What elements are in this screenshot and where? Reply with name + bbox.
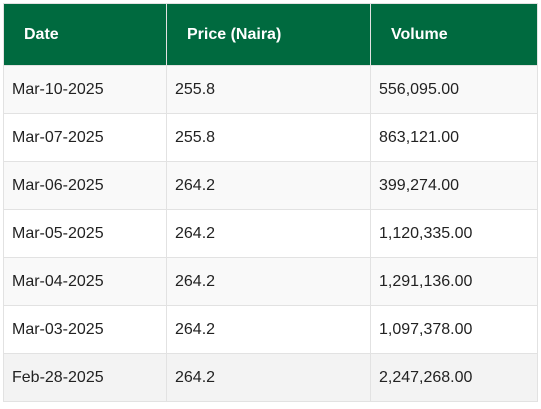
cell-date: Mar-03-2025 (3, 305, 167, 354)
table-row: Mar-05-2025 264.2 1,120,335.00 (3, 209, 538, 258)
cell-price: 255.8 (166, 113, 371, 162)
cell-date: Mar-07-2025 (3, 113, 167, 162)
table-row: Feb-28-2025 264.2 2,247,268.00 (3, 353, 538, 402)
table-row: Mar-03-2025 264.2 1,097,378.00 (3, 305, 538, 354)
table-body: Mar-10-2025 255.8 556,095.00 Mar-07-2025… (3, 65, 538, 402)
table-header: Date Price (Naira) Volume (3, 3, 538, 66)
cell-volume: 1,097,378.00 (370, 305, 538, 354)
cell-price: 264.2 (166, 209, 371, 258)
table-row: Mar-07-2025 255.8 863,121.00 (3, 113, 538, 162)
cell-price: 264.2 (166, 257, 371, 306)
price-history-table-container: Date Price (Naira) Volume Mar-10-2025 25… (3, 3, 538, 402)
cell-price: 264.2 (166, 353, 371, 402)
cell-date: Mar-04-2025 (3, 257, 167, 306)
cell-volume: 1,120,335.00 (370, 209, 538, 258)
table-row: Mar-06-2025 264.2 399,274.00 (3, 161, 538, 210)
cell-volume: 863,121.00 (370, 113, 538, 162)
cell-price: 264.2 (166, 305, 371, 354)
cell-date: Mar-10-2025 (3, 65, 167, 114)
cell-volume: 2,247,268.00 (370, 353, 538, 402)
cell-date: Feb-28-2025 (3, 353, 167, 402)
header-price: Price (Naira) (166, 3, 371, 66)
cell-date: Mar-05-2025 (3, 209, 167, 258)
cell-date: Mar-06-2025 (3, 161, 167, 210)
price-history-table: Date Price (Naira) Volume Mar-10-2025 25… (3, 3, 538, 402)
cell-volume: 556,095.00 (370, 65, 538, 114)
table-row: Mar-10-2025 255.8 556,095.00 (3, 65, 538, 114)
header-date: Date (3, 3, 167, 66)
header-volume: Volume (370, 3, 538, 66)
cell-volume: 1,291,136.00 (370, 257, 538, 306)
cell-price: 264.2 (166, 161, 371, 210)
cell-price: 255.8 (166, 65, 371, 114)
table-row: Mar-04-2025 264.2 1,291,136.00 (3, 257, 538, 306)
header-row: Date Price (Naira) Volume (3, 3, 538, 66)
cell-volume: 399,274.00 (370, 161, 538, 210)
